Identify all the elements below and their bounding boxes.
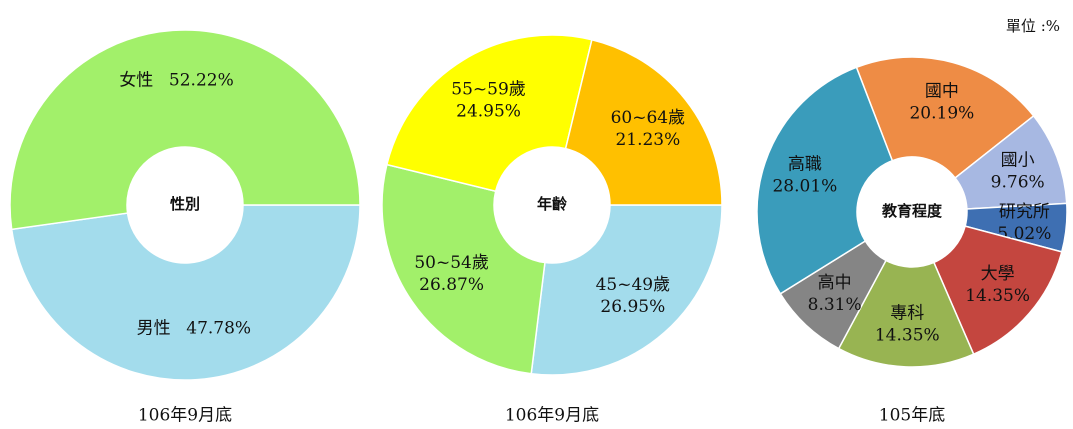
slice-category: 高職	[788, 155, 822, 175]
donut-slice	[385, 34, 593, 193]
unit-note: 單位 :%	[1006, 17, 1060, 35]
slice-category: 國中	[925, 82, 959, 102]
slice-value-label: 52.22%	[169, 70, 234, 90]
slice-value-label: 14.35%	[875, 325, 940, 345]
donut-slice	[855, 56, 1035, 179]
slice-category: 55~59歲	[451, 79, 526, 99]
slice-value-label: 24.95%	[456, 101, 521, 121]
slice-category: 50~54歲	[414, 253, 489, 273]
donut-slice	[10, 204, 361, 381]
caption: 106年9月底	[138, 406, 232, 426]
caption: 106年9月底	[505, 406, 599, 426]
slice-category: 男性	[137, 319, 171, 339]
slice-category: 國小	[1001, 150, 1035, 170]
slice-category: 45~49歲	[596, 275, 671, 295]
donut-slice	[564, 38, 723, 206]
slice-value-label: 26.87%	[419, 275, 484, 295]
slice-value-label: 14.35%	[965, 286, 1030, 306]
slice-category: 大學	[981, 264, 1015, 284]
slice-category: 專科	[890, 303, 924, 323]
center-label: 教育程度	[881, 202, 943, 220]
slice-value-label: 47.78%	[186, 319, 251, 339]
slice-category: 高中	[818, 273, 852, 293]
center-label: 性別	[170, 195, 200, 213]
slice-category: 女性	[119, 70, 153, 90]
donut-slice	[530, 204, 723, 376]
donut-slice	[9, 29, 361, 231]
donut-slice	[756, 66, 894, 295]
slice-value-label: 26.95%	[600, 297, 665, 317]
slice-category: 60~64歲	[611, 108, 686, 128]
caption: 105年底	[879, 406, 945, 426]
donut-slice	[381, 163, 546, 375]
donut-slice	[932, 225, 1063, 356]
slice-category: 研究所	[999, 202, 1050, 222]
slice-value-label: 8.31%	[808, 295, 862, 315]
slice-value-label: 20.19%	[909, 104, 974, 124]
slice-value-label: 9.76%	[991, 172, 1045, 192]
slice-value-label: 21.23%	[615, 130, 680, 150]
slice-value-label: 28.01%	[772, 177, 837, 197]
center-label: 年齡	[537, 195, 567, 213]
